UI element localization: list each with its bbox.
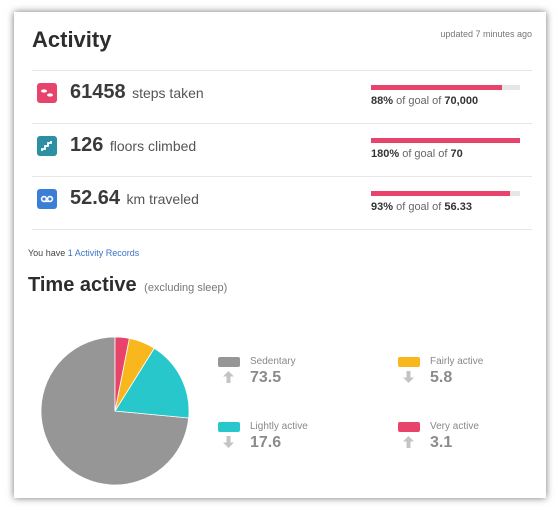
legend-value-very-active: 3.1 xyxy=(430,434,453,451)
metric-row-distance: 52.64 km traveled 93% of goal of 56.33 xyxy=(32,178,532,230)
distance-icon xyxy=(37,189,57,209)
legend-value-sedentary: 73.5 xyxy=(250,369,282,386)
divider xyxy=(32,229,532,230)
steps-goal-percent: 88% xyxy=(371,95,394,107)
floors-icon xyxy=(37,136,57,156)
pie-slice-lightly-active xyxy=(114,347,190,419)
steps-icon xyxy=(37,83,57,103)
time-active-heading: Time active (excluding sleep) xyxy=(28,274,227,297)
steps-goal-of: of goal of xyxy=(396,95,442,107)
steps-progress-fill xyxy=(371,85,503,90)
legend-label-fairly-active: Fairly active xyxy=(430,356,484,367)
pie-slice-very-active xyxy=(114,336,130,412)
floors-unit: floors climbed xyxy=(109,138,197,154)
distance-goal-percent: 93% xyxy=(371,201,394,213)
records-prefix: You have xyxy=(28,248,66,258)
steps-goal-text: 88% of goal of 70,000 xyxy=(371,95,520,107)
time-active-title: Time active xyxy=(28,274,137,296)
arrow-down-icon xyxy=(223,436,234,448)
legend-label-very-active: Very active xyxy=(430,421,479,432)
metric-row-steps: 61458 steps taken 88% of goal of 70,000 xyxy=(32,72,532,124)
legend-value-lightly-active: 17.6 xyxy=(250,434,282,451)
steps-goal-value: 70,000 xyxy=(444,95,479,107)
distance-progress-fill xyxy=(371,191,510,196)
steps-unit: steps taken xyxy=(132,85,204,101)
activity-title: Activity xyxy=(32,27,112,52)
legend-swatch-sedentary xyxy=(218,357,240,367)
divider xyxy=(32,176,532,177)
divider xyxy=(32,123,532,124)
legend-label-sedentary: Sedentary xyxy=(250,356,296,367)
updated-timestamp: updated 7 minutes ago xyxy=(440,29,532,39)
legend-swatch-fairly-active xyxy=(398,357,420,367)
floors-value: 126 xyxy=(70,134,104,156)
arrow-down-icon xyxy=(403,371,414,383)
legend-swatch-very-active xyxy=(398,422,420,432)
activity-records-line: You have 1 Activity Records xyxy=(28,248,139,258)
floors-goal-of: of goal of xyxy=(402,148,448,160)
floors-goal-percent: 180% xyxy=(371,148,400,160)
activity-card: Activity updated 7 minutes ago 61458 ste… xyxy=(14,12,546,498)
activity-records-link[interactable]: 1 Activity Records xyxy=(67,248,140,258)
distance-value: 52.64 xyxy=(70,187,121,209)
distance-unit: km traveled xyxy=(126,191,199,207)
metric-row-floors: 126 floors climbed 180% of goal of 70 xyxy=(32,125,532,177)
floors-goal-text: 180% of goal of 70 xyxy=(371,148,520,160)
floors-progress-fill xyxy=(371,138,520,143)
time-active-pie-chart xyxy=(40,336,190,486)
steps-progress-bar xyxy=(371,85,520,90)
distance-progress-bar xyxy=(371,191,520,196)
time-active-subtitle: (excluding sleep) xyxy=(144,282,228,294)
arrow-up-icon xyxy=(223,371,234,383)
arrow-up-icon xyxy=(403,436,414,448)
steps-value: 61458 xyxy=(70,81,126,103)
legend-value-fairly-active: 5.8 xyxy=(430,369,453,386)
floors-progress-bar xyxy=(371,138,520,143)
distance-goal-text: 93% of goal of 56.33 xyxy=(371,201,520,213)
distance-goal-of: of goal of xyxy=(396,201,442,213)
distance-goal-value: 56.33 xyxy=(444,201,472,213)
legend-label-lightly-active: Lightly active xyxy=(250,421,308,432)
legend-swatch-lightly-active xyxy=(218,422,240,432)
floors-goal-value: 70 xyxy=(450,148,463,160)
divider xyxy=(32,70,532,71)
